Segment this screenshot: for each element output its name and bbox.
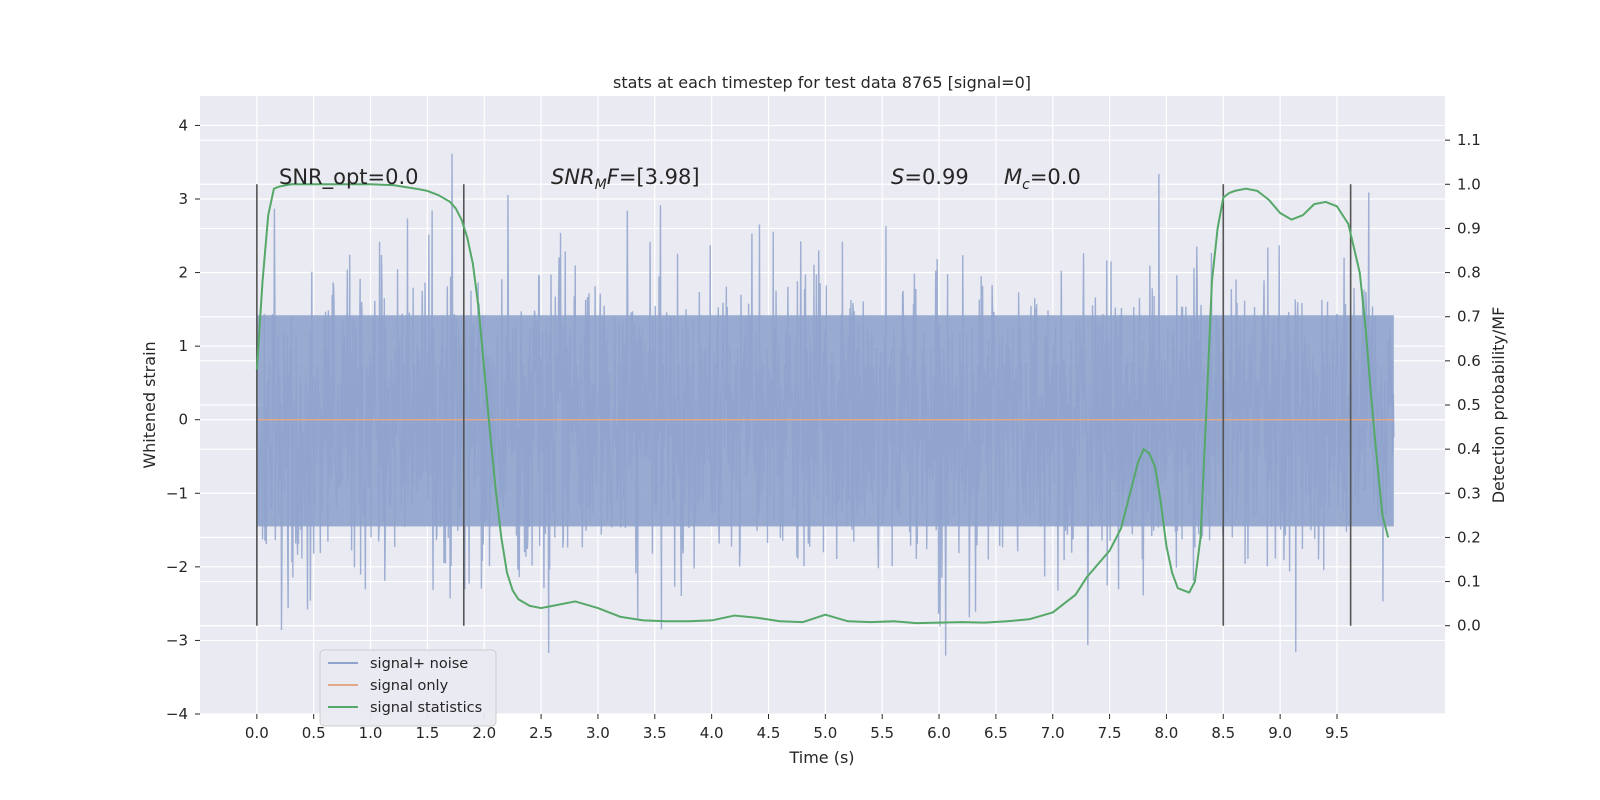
y-tick-label: 3 [178, 190, 188, 208]
y-tick-label: −1 [166, 484, 188, 502]
x-tick-label: 7.5 [1098, 724, 1122, 742]
x-tick-label: 6.5 [984, 724, 1008, 742]
x-tick-label: 0.5 [302, 724, 326, 742]
y2-tick-label: 0.0 [1457, 617, 1481, 635]
y2-tick-label: 0.9 [1457, 219, 1481, 237]
x-tick-label: 9.5 [1325, 724, 1349, 742]
signal-statistics-line [255, 183, 1390, 625]
x-tick-label: 1.0 [359, 724, 383, 742]
x-tick-label: 8.0 [1155, 724, 1179, 742]
y2-tick-label: 0.3 [1457, 484, 1481, 502]
x-tick-label: 4.0 [700, 724, 724, 742]
x-tick-label: 2.5 [529, 724, 553, 742]
x-tick-label: 3.5 [643, 724, 667, 742]
annotation-snr-mf: SNRMF=[3.98] [551, 165, 700, 193]
noise-band [256, 315, 1394, 527]
y2-tick-label: 0.5 [1457, 396, 1481, 414]
legend: signal+ noise signal only signal statist… [319, 649, 497, 727]
y2-tick-label: 0.2 [1457, 528, 1481, 546]
y2-tick-label: 0.7 [1457, 308, 1481, 326]
x-tick-label: 1.5 [415, 724, 439, 742]
noise-series [256, 153, 1395, 656]
y-tick-label: 1 [178, 337, 188, 355]
y2-tick-label: 0.4 [1457, 440, 1481, 458]
x-tick-label: 6.0 [927, 724, 951, 742]
x-tick-label: 8.5 [1211, 724, 1235, 742]
legend-box [319, 649, 497, 727]
y2-tick-label: 0.8 [1457, 264, 1481, 282]
x-tick-label: 7.0 [1041, 724, 1065, 742]
y-tick-label: 2 [178, 264, 188, 282]
y-tick-label: 4 [178, 116, 188, 134]
x-axis-title: Time (s) [788, 748, 854, 767]
y-axis-title: Whitened strain [140, 341, 159, 468]
y-axis-ticks: −4 −3 −2 −1 0 1 2 3 4 [166, 116, 200, 723]
legend-label-signal-only: signal only [370, 678, 449, 694]
y2-tick-label: 1.0 [1457, 175, 1481, 193]
x-tick-label: 0.0 [245, 724, 269, 742]
x-tick-label: 5.5 [870, 724, 894, 742]
signal-statistics-series [255, 183, 1390, 625]
x-tick-label: 2.0 [472, 724, 496, 742]
annotation-snr-opt: SNR_opt=0.0 [279, 165, 419, 190]
y-tick-label: −4 [166, 705, 188, 723]
y-tick-label: −3 [166, 631, 188, 649]
y2-tick-label: 0.1 [1457, 573, 1481, 591]
annotation-mc: Mc=0.0 [1004, 165, 1081, 193]
y2-tick-label: 0.6 [1457, 352, 1481, 370]
x-tick-label: 4.5 [757, 724, 781, 742]
x-tick-label: 3.0 [586, 724, 610, 742]
annotation-s: S=0.99 [891, 165, 969, 189]
chart-title: stats at each timestep for test data 876… [613, 73, 1031, 92]
legend-label-signal-noise: signal+ noise [370, 656, 468, 672]
x-axis-ticks: 0.0 0.5 1.0 1.5 2.0 2.5 3.0 3.5 4.0 4.5 5.0 5.5 6.0 6… [245, 714, 1349, 742]
vertical-markers [256, 184, 1352, 626]
y-tick-label: 0 [178, 411, 188, 429]
legend-label-signal-statistics: signal statistics [370, 700, 482, 716]
y2-axis-ticks: 0.0 0.1 0.2 0.3 0.4 0.5 0.6 0.7 0.8 0.9 1.0 1.1 [1445, 131, 1481, 635]
y2-tick-label: 1.1 [1457, 131, 1481, 149]
x-tick-label: 5.0 [813, 724, 837, 742]
y2-axis-title: Detection probability/MF [1489, 307, 1508, 504]
y-tick-label: −2 [166, 558, 188, 576]
x-tick-label: 9.0 [1268, 724, 1292, 742]
